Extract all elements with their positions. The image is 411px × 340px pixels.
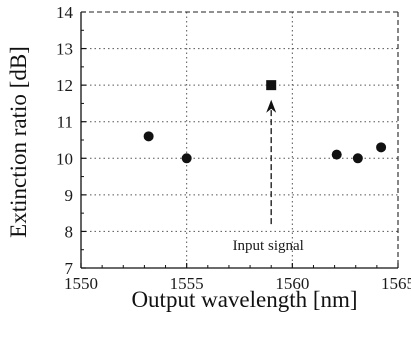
y-tick-label: 9 <box>65 186 74 205</box>
data-point-circle <box>143 131 154 142</box>
grid-lines <box>81 12 398 268</box>
x-tick-labels: 1550 1555 1560 1565 <box>64 274 411 293</box>
y-tick-label: 11 <box>57 113 73 132</box>
data-point-square <box>266 80 277 91</box>
y-tick-labels: 7 8 9 10 11 12 13 14 <box>56 3 74 278</box>
x-tick-label: 1565 <box>381 274 411 293</box>
data-points <box>143 80 387 164</box>
y-tick-label: 13 <box>56 40 73 59</box>
x-tick-label: 1555 <box>170 274 204 293</box>
data-point-circle <box>376 142 387 153</box>
annotation-group: Input signal <box>233 99 304 254</box>
axis-ticks <box>80 11 399 269</box>
y-tick-label: 10 <box>56 149 73 168</box>
data-point-circle <box>352 153 363 164</box>
y-tick-label: 12 <box>56 76 73 95</box>
data-point-circle <box>331 149 342 160</box>
x-tick-label: 1550 <box>64 274 98 293</box>
y-axis-title: Extinction ratio [dB] <box>6 46 31 238</box>
plot-frame <box>80 11 399 269</box>
annotation-arrow-head <box>266 99 277 113</box>
data-point-circle <box>181 153 192 164</box>
x-axis-title: Output wavelength [nm] <box>131 287 357 312</box>
annotation-label: Input signal <box>233 238 304 254</box>
y-tick-label: 7 <box>65 259 74 278</box>
x-tick-label: 1560 <box>275 274 309 293</box>
y-tick-label: 14 <box>56 3 74 22</box>
y-tick-label: 8 <box>65 222 74 241</box>
